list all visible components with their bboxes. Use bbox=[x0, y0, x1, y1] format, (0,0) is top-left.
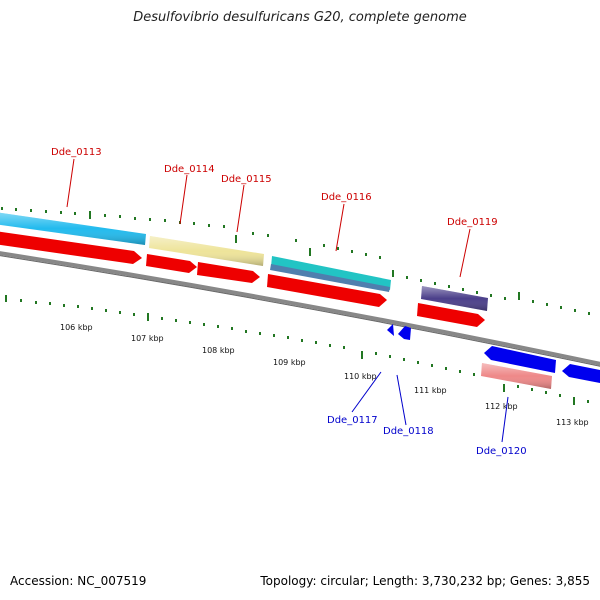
genome-summary-text: Topology: circular; Length: 3,730,232 bp… bbox=[260, 574, 590, 588]
gene-label-dde-0115[interactable]: Dde_0115 bbox=[221, 174, 272, 185]
ruler-label-107kbp: 107 kbp bbox=[131, 334, 164, 343]
feature-dde-0114-upper-shade bbox=[149, 236, 264, 266]
cds-dde-0116[interactable] bbox=[267, 274, 387, 307]
cds-next-gene[interactable] bbox=[562, 364, 600, 384]
ruler-label-113kbp: 113 kbp bbox=[556, 418, 589, 427]
leader-dde-0115 bbox=[236, 184, 245, 233]
lower-tick-row bbox=[5, 295, 589, 405]
cds-dde-0113[interactable] bbox=[0, 231, 142, 264]
map-title: Desulfovibrio desulfuricans G20, complet… bbox=[133, 10, 467, 25]
ruler-label-108kbp: 108 kbp bbox=[202, 346, 235, 355]
cds-dde-0118[interactable] bbox=[398, 326, 411, 340]
cds-dde-0119[interactable] bbox=[417, 303, 485, 327]
ruler-label-109kbp: 109 kbp bbox=[273, 358, 306, 367]
genome-backbone bbox=[0, 251, 600, 366]
accession-text: Accession: NC_007519 bbox=[10, 574, 147, 588]
gene-label-dde-0116[interactable]: Dde_0116 bbox=[321, 192, 372, 203]
ruler-label-110kbp: 110 kbp bbox=[344, 372, 377, 381]
upper-tick-row bbox=[1, 207, 590, 315]
gene-label-dde-0119[interactable]: Dde_0119 bbox=[447, 217, 498, 228]
ruler-label-106kbp: 106 kbp bbox=[60, 323, 93, 332]
feature-dde-0116-upper-band bbox=[270, 264, 390, 292]
leader-dde-0117 bbox=[351, 371, 382, 413]
feature-dde-0113-upper-shade bbox=[0, 212, 146, 245]
ruler-label-111kbp: 111 kbp bbox=[414, 386, 447, 395]
gene-label-dde-0118[interactable]: Dde_0118 bbox=[383, 426, 434, 437]
cds-dde-0120-upper[interactable] bbox=[484, 346, 556, 373]
gene-label-dde-0117[interactable]: Dde_0117 bbox=[327, 415, 378, 426]
leader-dde-0118 bbox=[396, 374, 407, 426]
cds-dde-0114[interactable] bbox=[146, 254, 197, 273]
gene-label-dde-0113[interactable]: Dde_0113 bbox=[51, 147, 102, 158]
leader-dde-0114 bbox=[179, 174, 188, 225]
cds-dde-0117[interactable] bbox=[387, 324, 394, 336]
gene-label-dde-0120[interactable]: Dde_0120 bbox=[476, 446, 527, 457]
ruler-label-112kbp: 112 kbp bbox=[485, 402, 518, 411]
leader-dde-0120 bbox=[501, 396, 509, 443]
leader-dde-0113 bbox=[66, 158, 75, 208]
gene-label-dde-0114[interactable]: Dde_0114 bbox=[164, 164, 215, 175]
leader-dde-0116 bbox=[335, 203, 345, 252]
genome-backbone-shadow bbox=[0, 255, 600, 367]
leader-dde-0119 bbox=[459, 228, 471, 278]
feature-dde-0119-upper-shade bbox=[421, 286, 488, 311]
cds-dde-0115[interactable] bbox=[197, 262, 260, 283]
feature-dde-0120-lower-shade bbox=[481, 363, 552, 389]
